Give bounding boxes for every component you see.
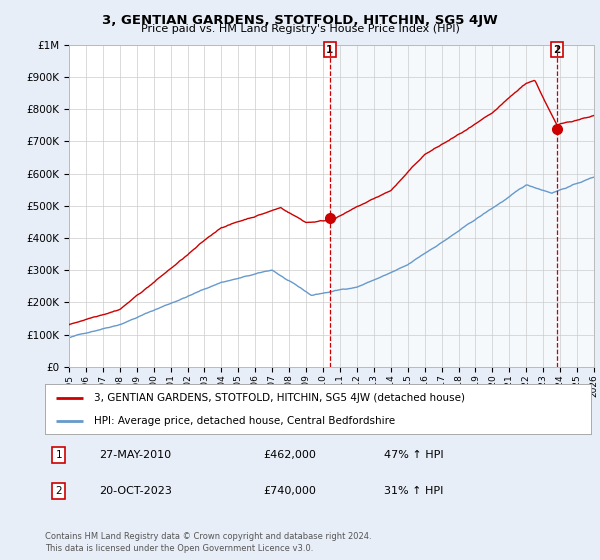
Text: 2: 2	[553, 45, 560, 55]
Text: 3, GENTIAN GARDENS, STOTFOLD, HITCHIN, SG5 4JW (detached house): 3, GENTIAN GARDENS, STOTFOLD, HITCHIN, S…	[94, 393, 465, 403]
Text: 31% ↑ HPI: 31% ↑ HPI	[383, 486, 443, 496]
Text: 1: 1	[326, 45, 334, 55]
Text: Contains HM Land Registry data © Crown copyright and database right 2024.
This d: Contains HM Land Registry data © Crown c…	[45, 533, 371, 553]
Text: 47% ↑ HPI: 47% ↑ HPI	[383, 450, 443, 460]
Text: Price paid vs. HM Land Registry's House Price Index (HPI): Price paid vs. HM Land Registry's House …	[140, 24, 460, 34]
Text: 2: 2	[55, 486, 62, 496]
Text: 1: 1	[55, 450, 62, 460]
Text: 20-OCT-2023: 20-OCT-2023	[100, 486, 172, 496]
Text: 3, GENTIAN GARDENS, STOTFOLD, HITCHIN, SG5 4JW: 3, GENTIAN GARDENS, STOTFOLD, HITCHIN, S…	[102, 14, 498, 27]
Bar	[330, 45, 594, 367]
Text: £740,000: £740,000	[263, 486, 316, 496]
Text: HPI: Average price, detached house, Central Bedfordshire: HPI: Average price, detached house, Cent…	[94, 417, 395, 426]
Text: £462,000: £462,000	[263, 450, 316, 460]
Text: 27-MAY-2010: 27-MAY-2010	[100, 450, 172, 460]
